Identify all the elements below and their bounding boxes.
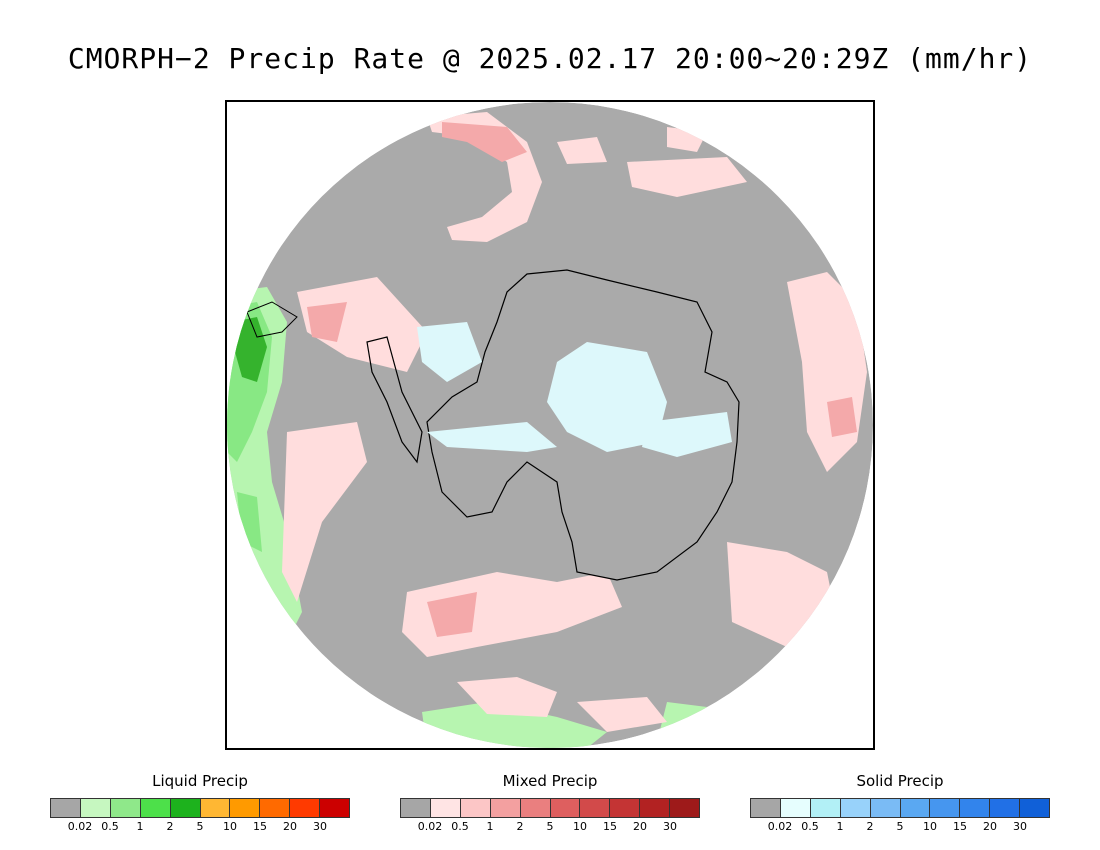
- legend-tick-label: 0.5: [451, 820, 469, 833]
- legend-tick-label: 2: [866, 820, 874, 833]
- legend-swatch: [960, 799, 991, 817]
- legend-tick-label: 20: [283, 820, 297, 833]
- solid-precip-ice-area: [547, 342, 667, 452]
- legend-swatch: [990, 799, 1021, 817]
- solid-precip-ice-band-east: [642, 412, 732, 457]
- legend-ticks: 0.02 0.5 1 2 5 10 15 20 30: [750, 818, 1050, 833]
- legend-tick-label: 0.5: [801, 820, 819, 833]
- legend-swatch: [260, 799, 291, 817]
- legend-tick-label: 0.02: [767, 820, 793, 833]
- legend-tick-label: 0.02: [67, 820, 93, 833]
- solid-precip-peninsula-area: [417, 322, 482, 382]
- polar-precip-map: [225, 100, 875, 750]
- legend-swatch: [490, 799, 521, 817]
- legend-swatch: [110, 799, 141, 817]
- legend-colorbar: [50, 798, 350, 818]
- legend-mixed-precip: Mixed Precip 0.02 0.5 1 2 5 10 15 20 30: [400, 772, 700, 833]
- legend-swatch: [320, 799, 350, 817]
- legend-tick-label: 10: [923, 820, 937, 833]
- mixed-precip-moderate-area: [307, 122, 857, 637]
- legend-tick-label: 1: [836, 820, 844, 833]
- liquid-precip-heavy-area: [232, 317, 267, 382]
- legend-swatch: [900, 799, 931, 817]
- legend-tick-label: 1: [136, 820, 144, 833]
- legend-tick-label: 10: [223, 820, 237, 833]
- map-title: CMORPH−2 Precip Rate @ 2025.02.17 20:00~…: [67, 42, 1033, 75]
- legend-swatch: [170, 799, 201, 817]
- legend-swatch: [780, 799, 811, 817]
- legend-tick-label: 15: [253, 820, 267, 833]
- legend-tick-label: 30: [1013, 820, 1027, 833]
- legend-tick-label: 0.5: [101, 820, 119, 833]
- legend-tick-label: 20: [983, 820, 997, 833]
- legend-tick-label: 10: [573, 820, 587, 833]
- legend-swatch: [200, 799, 231, 817]
- legend-solid-precip: Solid Precip 0.02 0.5 1 2 5 10 15 20 30: [750, 772, 1050, 833]
- legend-swatch: [810, 799, 841, 817]
- legend-swatch: [290, 799, 321, 817]
- legend-swatch: [430, 799, 461, 817]
- legend-tick-label: 1: [486, 820, 494, 833]
- legend-swatch: [840, 799, 871, 817]
- legend-swatch: [520, 799, 551, 817]
- precip-map-svg: [227, 102, 873, 748]
- legend-tick-label: 15: [603, 820, 617, 833]
- legend-tick-label: 30: [313, 820, 327, 833]
- legend-tick-label: 2: [166, 820, 174, 833]
- legend-title: Mixed Precip: [502, 772, 598, 790]
- legend-swatch: [140, 799, 171, 817]
- legend-ticks: 0.02 0.5 1 2 5 10 15 20 30: [400, 818, 700, 833]
- south-america-tip-coastline: [246, 301, 298, 338]
- legend-swatch: [460, 799, 491, 817]
- legend-ticks: 0.02 0.5 1 2 5 10 15 20 30: [50, 818, 350, 833]
- legend-swatch: [930, 799, 961, 817]
- legend-swatch: [640, 799, 671, 817]
- legend-tick-label: 20: [633, 820, 647, 833]
- legend-swatch: [751, 799, 781, 817]
- legend-swatch: [51, 799, 81, 817]
- legend-swatch: [610, 799, 641, 817]
- legend-title: Solid Precip: [856, 772, 944, 790]
- legend-tick-label: 2: [516, 820, 524, 833]
- solid-precip-ice-band-west: [427, 422, 557, 452]
- legend-swatch: [870, 799, 901, 817]
- legend-swatch: [401, 799, 431, 817]
- legend-colorbar: [750, 798, 1050, 818]
- legend-colorbar: [400, 798, 700, 818]
- legend-liquid-precip: Liquid Precip 0.02 0.5 1 2 5 10 15 20 30: [50, 772, 350, 833]
- legend-swatch: [1020, 799, 1050, 817]
- legend-swatch: [550, 799, 581, 817]
- antarctica: [246, 269, 740, 581]
- legend-title: Liquid Precip: [152, 772, 248, 790]
- legend-tick-label: 15: [953, 820, 967, 833]
- legend-swatch: [670, 799, 700, 817]
- legend-tick-label: 5: [896, 820, 904, 833]
- legend-tick-label: 5: [546, 820, 554, 833]
- legend-tick-label: 0.02: [417, 820, 443, 833]
- legend-tick-label: 30: [663, 820, 677, 833]
- legend-swatch: [80, 799, 111, 817]
- antarctic-peninsula-coastline: [366, 336, 423, 464]
- legend-swatch: [580, 799, 611, 817]
- map-disk: [227, 102, 873, 748]
- legend-tick-label: 5: [196, 820, 204, 833]
- legend-swatch: [230, 799, 261, 817]
